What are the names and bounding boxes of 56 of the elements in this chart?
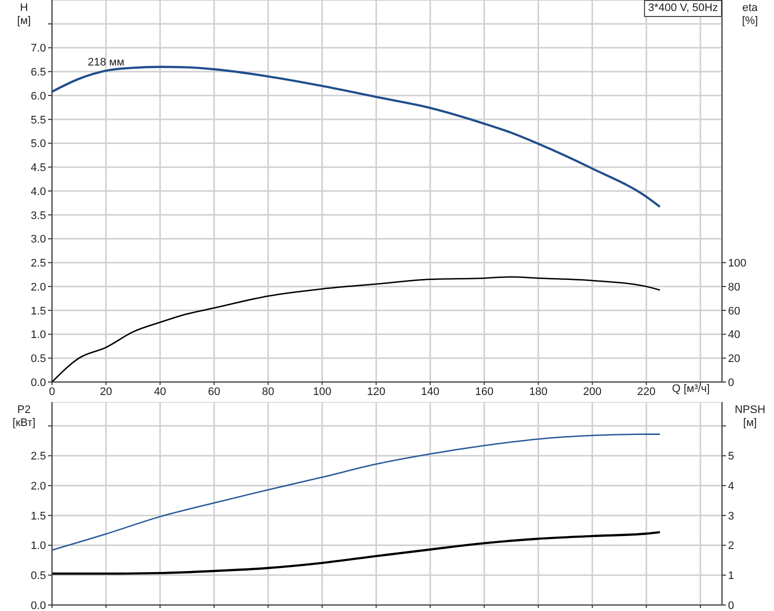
y-tick-label: 6.0 (30, 90, 46, 102)
y2-tick-label: 0 (728, 376, 734, 389)
y2-tick-label: 80 (728, 281, 740, 294)
y2-axis-title: eta [%] (741, 2, 759, 28)
x-tick-label: 220 (637, 386, 656, 398)
y-axis-title: P2 [кВт] (12, 404, 36, 430)
y-tick-label: 0.5 (30, 353, 46, 366)
y-tick-label: 0.0 (30, 376, 46, 389)
y2-axis-title: NPSH [м] (734, 404, 766, 430)
y-tick-label: 4.5 (30, 162, 46, 174)
y-tick-label: 2.0 (30, 480, 46, 492)
y-tick-label: 3.0 (30, 234, 46, 246)
x-tick-label: 60 (208, 386, 220, 398)
y2-tick-label: 60 (728, 305, 740, 318)
x-tick-label: 20 (100, 386, 112, 398)
y2-tick-label: 5 (728, 450, 734, 463)
y-tick-label: 6.5 (30, 66, 46, 79)
y2-tick-label: 3 (728, 510, 734, 522)
x-tick-label: 0 (48, 386, 56, 398)
y-tick-label: 5.0 (30, 138, 46, 150)
y-axis-title: H [м] (16, 2, 32, 28)
y-tick-label: 1.0 (30, 329, 46, 342)
y-tick-label: 0.5 (30, 570, 46, 582)
x-tick-label: 160 (475, 386, 494, 398)
y2-tick-label: 4 (728, 480, 734, 492)
chart-title: 3*400 V, 50Hz (644, 0, 722, 17)
y-tick-label: 2.0 (30, 281, 46, 294)
line-series (52, 276, 661, 382)
x-tick-label: 100 (312, 386, 332, 398)
line-series (52, 531, 661, 575)
y-tick-label: 3.5 (30, 210, 46, 222)
x-tick-label: 200 (583, 386, 602, 398)
x-tick-label: 180 (529, 386, 548, 398)
x-tick-label: 80 (262, 386, 274, 398)
x-tick-label: 140 (421, 386, 440, 398)
x-tick-label: 120 (367, 386, 386, 398)
y2-tick-label: 0 (728, 600, 734, 611)
y-tick-label: 1.5 (30, 510, 46, 522)
annotation: 218 мм (88, 56, 124, 69)
x-tick-label: 40 (154, 386, 166, 398)
y2-tick-label: 1 (728, 570, 734, 582)
y-tick-label: 2.5 (30, 258, 46, 270)
y2-tick-label: 20 (728, 353, 740, 366)
y-tick-label: 4.0 (30, 186, 46, 198)
y2-tick-label: 2 (728, 540, 734, 552)
y-tick-label: 2.5 (30, 450, 46, 463)
line-series (52, 66, 661, 208)
y-tick-label: 7.0 (30, 42, 46, 55)
y2-tick-label: 40 (728, 329, 740, 342)
y-tick-label: 5.5 (30, 114, 46, 126)
y-tick-label: 1.5 (30, 305, 46, 318)
y-tick-label: 1.0 (30, 540, 46, 552)
line-series (52, 434, 661, 551)
x-axis-title: Q [м³/ч] (672, 383, 710, 395)
y2-tick-label: 100 (728, 258, 746, 270)
y-tick-label: 0.0 (30, 600, 46, 611)
